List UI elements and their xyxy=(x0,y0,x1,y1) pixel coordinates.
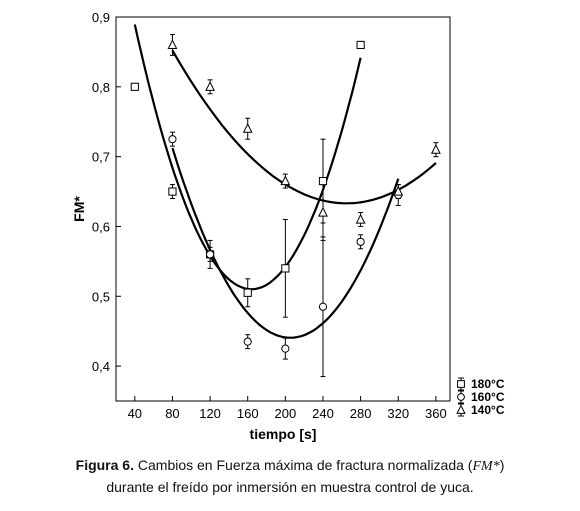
x-axis-ticks: 40 80 120 160 200 240 280 320 360 xyxy=(128,396,447,421)
data-point-triangle xyxy=(318,206,328,217)
data-point-triangle xyxy=(393,185,404,196)
caption-line-1: Figura 6. Cambios en Fuerza máxima de fr… xyxy=(0,455,580,477)
legend-marker-triangle xyxy=(456,404,466,414)
caption-line-2: durante el freído por inmersión en muest… xyxy=(106,479,474,495)
y-tick-label: 0,7 xyxy=(92,150,110,165)
data-point-square xyxy=(130,82,139,91)
data-point-triangle xyxy=(280,175,291,186)
data-point-square xyxy=(318,176,328,186)
y-axis-title: FM* xyxy=(71,196,87,222)
legend-marker-square xyxy=(457,380,465,388)
legend-label: 180°C xyxy=(471,377,505,391)
legend-marker-circle xyxy=(457,393,465,401)
data-point-triangle xyxy=(205,81,215,91)
x-tick-label: 240 xyxy=(312,406,334,421)
fit-curve-square xyxy=(133,24,362,291)
y-tick-label: 0,6 xyxy=(92,219,110,234)
data-point-triangle xyxy=(430,143,441,154)
y-tick-label: 0,8 xyxy=(92,80,110,95)
data-point-circle xyxy=(318,302,328,311)
x-tick-label: 360 xyxy=(425,406,447,421)
x-axis-title: tiempo [s] xyxy=(250,426,317,442)
plot-frame xyxy=(115,16,451,402)
data-point-square xyxy=(168,187,177,196)
data-point-square xyxy=(356,40,365,50)
data-point-triangle xyxy=(355,213,366,224)
caption-symbol: FM* xyxy=(472,459,500,474)
data-point-circle xyxy=(281,344,290,353)
data-point-triangle xyxy=(242,122,253,133)
data-points xyxy=(130,39,441,353)
y-tick-label: 0,5 xyxy=(92,289,110,304)
data-point-circle xyxy=(243,337,252,346)
caption-text-before: Cambios en Fuerza máxima de fractura nor… xyxy=(134,457,473,473)
x-tick-label: 120 xyxy=(199,406,221,421)
legend-label: 140°C xyxy=(471,403,505,417)
y-axis-ticks: 0,4 0,5 0,6 0,7 0,8 0,9 xyxy=(92,10,121,374)
data-point-triangle xyxy=(167,39,178,50)
caption-text-after: ) xyxy=(499,457,505,473)
x-tick-label: 280 xyxy=(350,406,372,421)
x-tick-label: 160 xyxy=(237,406,259,421)
y-tick-label: 0,4 xyxy=(92,359,110,374)
y-tick-label: 0,9 xyxy=(92,10,110,25)
fit-curve-triangle xyxy=(171,49,437,205)
data-point-square xyxy=(281,264,290,273)
x-tick-label: 200 xyxy=(275,406,297,421)
data-point-circle xyxy=(205,250,215,259)
data-point-circle xyxy=(168,135,177,144)
chart: 40 80 120 160 200 240 280 320 360 0,40,50,60,70,… xyxy=(71,10,505,442)
caption-figure-label: Figura 6. xyxy=(75,457,134,473)
data-point-circle xyxy=(356,237,365,246)
x-tick-label: 80 xyxy=(165,406,179,421)
x-tick-label: 320 xyxy=(387,406,409,421)
legend-label: 160°C xyxy=(471,390,505,404)
error-bars xyxy=(132,33,439,378)
data-point-square xyxy=(243,288,252,297)
figure-caption: Figura 6. Cambios en Fuerza máxima de fr… xyxy=(0,455,580,497)
x-tick-label: 40 xyxy=(128,406,142,421)
